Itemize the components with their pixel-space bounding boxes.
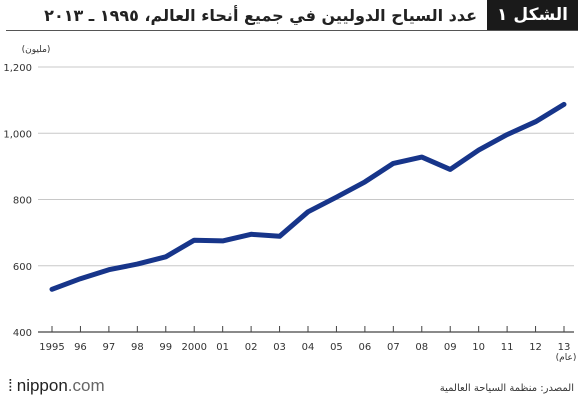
x-tick-label: 1995	[39, 342, 64, 353]
y-tick-label: 1,000	[3, 129, 32, 140]
x-tick-label: 07	[387, 342, 400, 353]
x-tick-label: 10	[472, 342, 485, 353]
x-tick-label: 2000	[181, 342, 206, 353]
x-tick-label: 05	[330, 342, 343, 353]
y-tick-label: 600	[13, 262, 32, 273]
x-tick-label: 12	[529, 342, 542, 353]
grid-lines	[38, 66, 574, 333]
chart-title: عدد السياح الدوليين في جميع أنحاء العالم…	[44, 5, 478, 25]
figure-label: الشكل	[513, 5, 568, 25]
chart-header: الشكل ١ عدد السياح الدوليين في جميع أنحا…	[6, 0, 578, 30]
x-tick-label: 02	[245, 342, 258, 353]
x-tick-label: 97	[103, 342, 116, 353]
y-tick-label: 1,200	[3, 63, 32, 74]
figure-label-box: الشكل ١	[487, 0, 578, 30]
figure-number: ١	[497, 5, 508, 25]
x-tick-label: 13	[558, 342, 571, 353]
logo-mark-icon: ⁞	[8, 376, 13, 395]
x-axis-label: (عام)	[556, 353, 577, 363]
x-tick-label: 99	[159, 342, 172, 353]
x-tick-label: 09	[444, 342, 457, 353]
header-divider	[6, 30, 578, 31]
x-tick-labels: 1995 96 97 98 99 2000 01 02 03 04 05 06 07 08 09 10 11 12…	[39, 326, 570, 353]
x-tick-label: 01	[216, 342, 229, 353]
y-tick-labels: 400 600 800 1,000 1,200	[3, 63, 32, 339]
x-tick-label: 08	[415, 342, 428, 353]
x-tick-label: 03	[273, 342, 286, 353]
y-axis-label: (مليون)	[22, 45, 51, 55]
logo-text: nippon.com	[16, 376, 105, 395]
nippon-logo: ⁞ nippon.com	[8, 376, 105, 396]
x-tick-label: 98	[131, 342, 144, 353]
y-tick-label: 400	[13, 328, 32, 339]
y-tick-label: 800	[13, 196, 32, 207]
series-line	[49, 101, 567, 292]
x-tick-label: 11	[501, 342, 514, 353]
source-note: المصدر: منظمة السياحة العالمية	[439, 383, 574, 394]
x-tick-label: 06	[359, 342, 372, 353]
x-tick-label: 96	[74, 342, 87, 353]
x-tick-label: 04	[302, 342, 315, 353]
